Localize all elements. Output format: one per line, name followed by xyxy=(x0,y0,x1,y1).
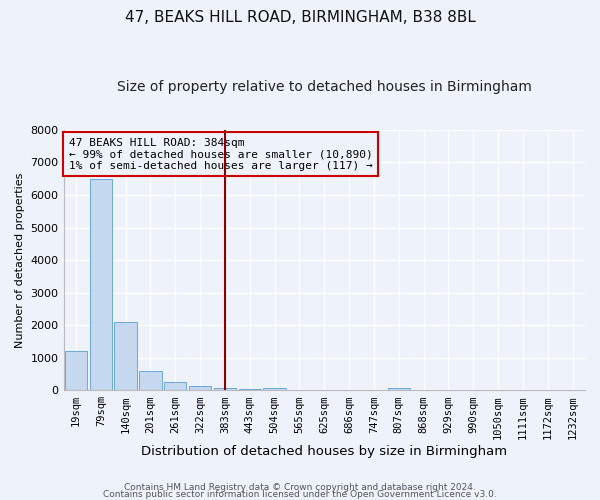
Y-axis label: Number of detached properties: Number of detached properties xyxy=(15,172,25,348)
Bar xyxy=(263,388,286,390)
Bar xyxy=(164,382,187,390)
Bar xyxy=(388,388,410,390)
X-axis label: Distribution of detached houses by size in Birmingham: Distribution of detached houses by size … xyxy=(141,444,508,458)
Text: Contains public sector information licensed under the Open Government Licence v3: Contains public sector information licen… xyxy=(103,490,497,499)
Bar xyxy=(65,352,87,391)
Text: 47, BEAKS HILL ROAD, BIRMINGHAM, B38 8BL: 47, BEAKS HILL ROAD, BIRMINGHAM, B38 8BL xyxy=(125,10,475,25)
Text: Contains HM Land Registry data © Crown copyright and database right 2024.: Contains HM Land Registry data © Crown c… xyxy=(124,484,476,492)
Text: 47 BEAKS HILL ROAD: 384sqm
← 99% of detached houses are smaller (10,890)
1% of s: 47 BEAKS HILL ROAD: 384sqm ← 99% of deta… xyxy=(69,138,373,171)
Bar xyxy=(239,389,261,390)
Bar xyxy=(189,386,211,390)
Title: Size of property relative to detached houses in Birmingham: Size of property relative to detached ho… xyxy=(117,80,532,94)
Bar xyxy=(89,178,112,390)
Bar xyxy=(214,388,236,390)
Bar xyxy=(139,371,161,390)
Bar xyxy=(115,322,137,390)
